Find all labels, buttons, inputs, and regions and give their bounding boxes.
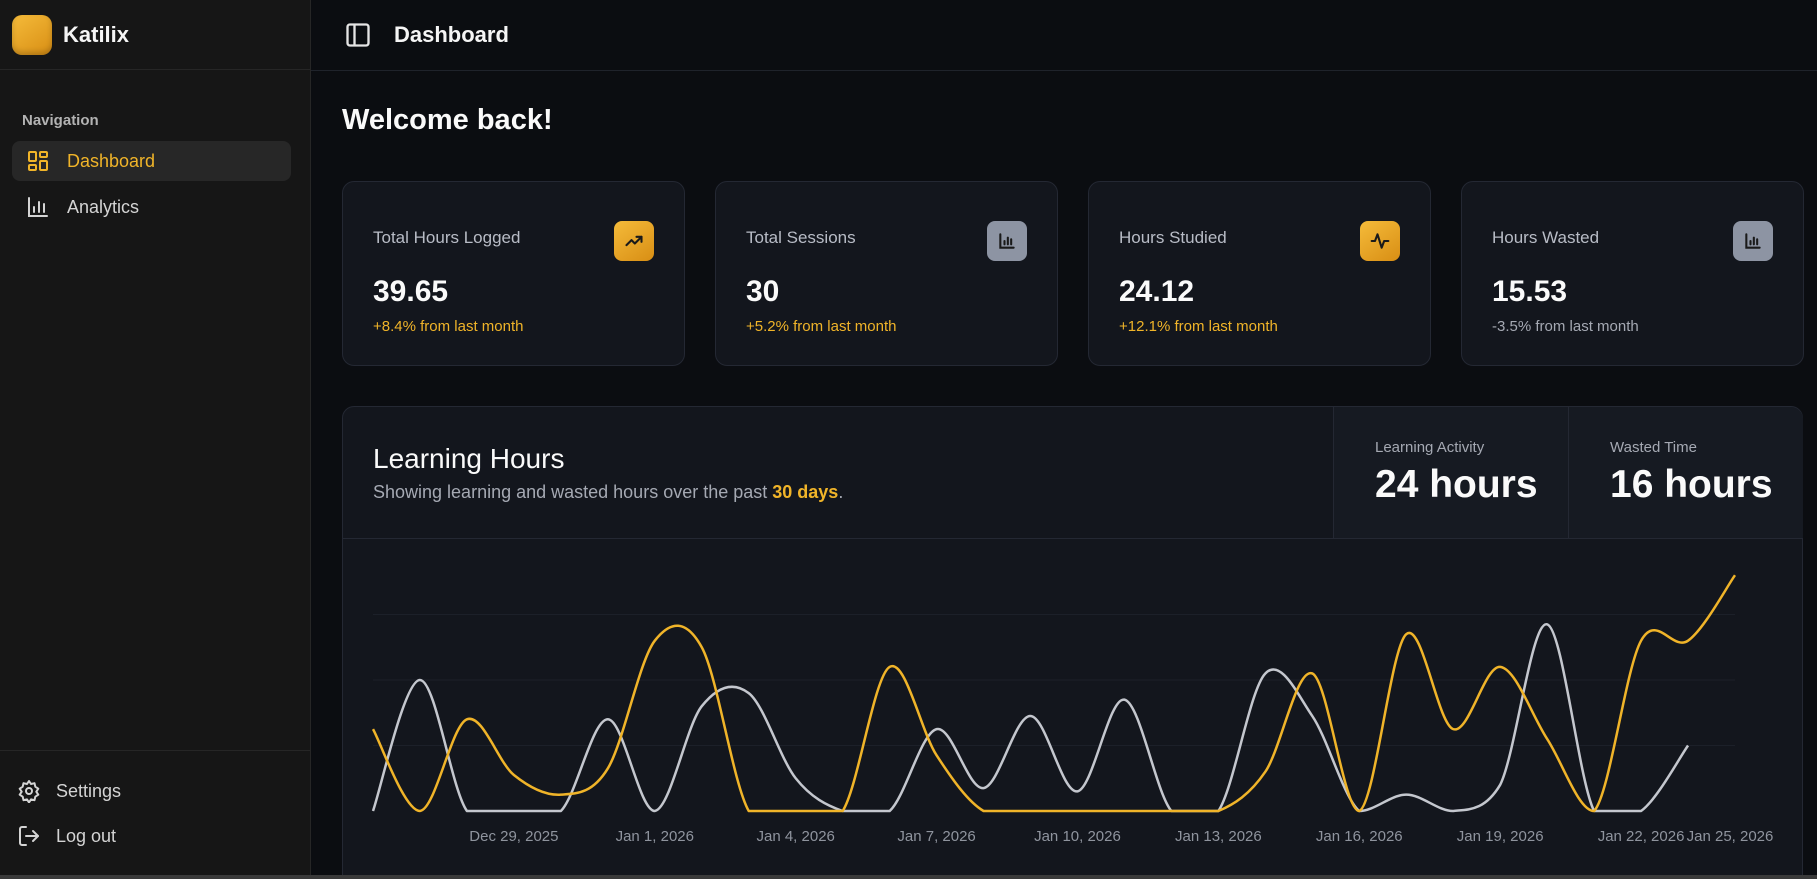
bar-chart-icon bbox=[987, 221, 1027, 261]
dashboard-grid-icon bbox=[28, 151, 48, 171]
trending-up-icon bbox=[614, 221, 654, 261]
wasted-time-label: Wasted Time bbox=[1610, 439, 1697, 456]
stat-change: +8.4% from last month bbox=[373, 318, 524, 335]
stat-card-total-sessions: Total Sessions 30 +5.2% from last month bbox=[715, 181, 1058, 366]
sidebar-item-label: Dashboard bbox=[67, 150, 156, 171]
x-tick-label: Dec 29, 2025 bbox=[469, 828, 558, 845]
settings-button[interactable]: Settings bbox=[17, 779, 121, 803]
stat-value: 15.53 bbox=[1492, 275, 1568, 308]
learning-hours-panel: Learning Hours Showing learning and wast… bbox=[342, 406, 1803, 879]
stat-change: +12.1% from last month bbox=[1119, 318, 1278, 335]
window-bottom-edge bbox=[0, 875, 1817, 879]
wasted-time-toggle[interactable]: Wasted Time 16 hours bbox=[1568, 407, 1803, 538]
logout-button[interactable]: Log out bbox=[17, 824, 116, 848]
sidebar-item-analytics[interactable]: Analytics bbox=[12, 187, 291, 227]
stat-title: Total Hours Logged bbox=[373, 228, 521, 247]
topbar: Dashboard bbox=[311, 0, 1817, 71]
learning-activity-line bbox=[371, 574, 1737, 813]
activity-pulse-icon bbox=[1360, 221, 1400, 261]
brand-name: Katilix bbox=[63, 21, 130, 47]
stat-change: -3.5% from last month bbox=[1492, 318, 1639, 335]
welcome-heading: Welcome back! bbox=[342, 104, 553, 136]
nav-group-label: Navigation bbox=[22, 112, 99, 129]
stat-card-hours-wasted: Hours Wasted 15.53 -3.5% from last month bbox=[1461, 181, 1804, 366]
stat-title: Hours Studied bbox=[1119, 228, 1227, 247]
stat-title: Hours Wasted bbox=[1492, 228, 1600, 247]
subtitle-suffix: . bbox=[838, 482, 844, 502]
x-tick-label: Jan 22, 2026 bbox=[1598, 828, 1685, 845]
sidebar-footer: Settings Log out bbox=[0, 750, 310, 879]
logout-icon bbox=[19, 826, 39, 846]
x-tick-label: Jan 10, 2026 bbox=[1034, 828, 1121, 845]
x-tick-label: Jan 1, 2026 bbox=[616, 828, 694, 845]
sidebar: Katilix Navigation Dashboard Analytics S… bbox=[0, 0, 311, 879]
learning-activity-value: 24 hours bbox=[1375, 463, 1538, 506]
subtitle-prefix: Showing learning and wasted hours over t… bbox=[373, 482, 773, 502]
stat-title: Total Sessions bbox=[746, 228, 856, 247]
x-tick-label: Jan 4, 2026 bbox=[756, 828, 834, 845]
brand-logo bbox=[12, 14, 52, 55]
chart-subtitle: Showing learning and wasted hours over t… bbox=[373, 482, 843, 503]
sidebar-item-dashboard[interactable]: Dashboard bbox=[12, 141, 291, 181]
stat-card-hours-studied: Hours Studied 24.12 +12.1% from last mon… bbox=[1088, 181, 1431, 366]
stat-value: 30 bbox=[746, 275, 780, 308]
wasted-time-value: 16 hours bbox=[1610, 463, 1773, 506]
x-tick-label: Jan 16, 2026 bbox=[1316, 828, 1403, 845]
brand[interactable]: Katilix bbox=[0, 0, 310, 70]
bar-chart-icon bbox=[28, 197, 48, 217]
settings-label: Settings bbox=[56, 780, 122, 801]
learning-activity-toggle[interactable]: Learning Activity 24 hours bbox=[1333, 407, 1568, 538]
learning-hours-chart[interactable]: Dec 29, 2025 Jan 1, 2026 Jan 4, 2026 Jan 7,… bbox=[343, 539, 1804, 879]
logout-label: Log out bbox=[56, 825, 117, 846]
stat-card-total-hours: Total Hours Logged 39.65 +8.4% from last… bbox=[342, 181, 685, 366]
x-tick-label: Jan 13, 2026 bbox=[1175, 828, 1262, 845]
sidebar-toggle-icon[interactable] bbox=[344, 21, 372, 49]
bar-chart-icon bbox=[1733, 221, 1773, 261]
stat-change: +5.2% from last month bbox=[746, 318, 897, 335]
learning-activity-label: Learning Activity bbox=[1375, 439, 1485, 456]
wasted-time-line bbox=[371, 623, 1690, 813]
x-tick-label: Jan 25, 2026 bbox=[1687, 828, 1774, 845]
x-tick-label: Jan 7, 2026 bbox=[897, 828, 975, 845]
page-title: Dashboard bbox=[394, 22, 509, 47]
sidebar-item-label: Analytics bbox=[67, 196, 140, 217]
subtitle-highlight: 30 days bbox=[772, 482, 839, 502]
stat-value: 39.65 bbox=[373, 275, 449, 308]
stat-value: 24.12 bbox=[1119, 275, 1195, 308]
chart-header: Learning Hours Showing learning and wast… bbox=[343, 407, 1803, 539]
x-tick-label: Jan 19, 2026 bbox=[1457, 828, 1544, 845]
chart-title: Learning Hours bbox=[373, 443, 565, 474]
gear-icon bbox=[18, 780, 40, 803]
